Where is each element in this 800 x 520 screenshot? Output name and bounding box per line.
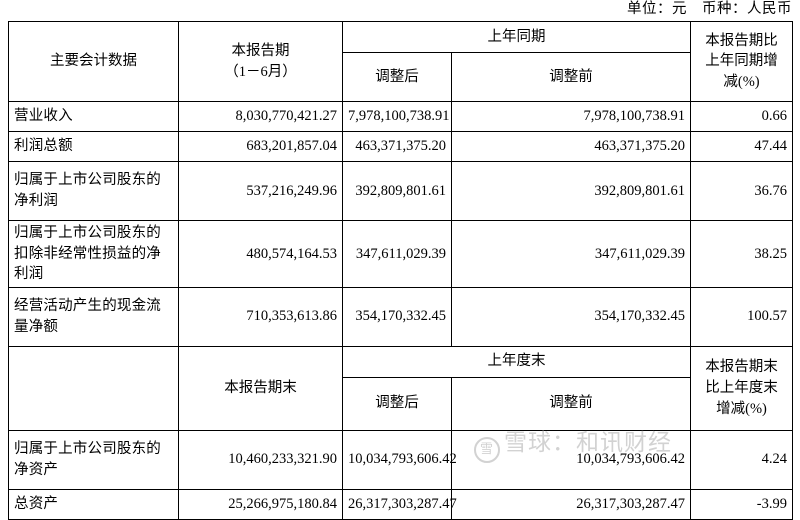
cell-adjusted: 354,170,332.45 [342, 286, 452, 347]
header-current-period: 本报告期 （1－6月） [178, 21, 343, 102]
cell-current-period-end: 10,460,233,321.90 [178, 429, 343, 490]
header-change-pct-line1: 本报告期比 [705, 32, 778, 49]
header-change-pct: 本报告期比 上年同期增 减(%) [690, 21, 793, 102]
header-blank-cell [8, 345, 179, 431]
header-adjusted: 调整后 [342, 52, 452, 102]
table-header-row-group-yearend: 本报告期末 上年度末 本报告期末 比上年度末 增减(%) [8, 345, 793, 431]
cell-current-period: 537,216,249.96 [178, 161, 343, 221]
cell-current-period: 480,574,164.53 [178, 220, 343, 288]
cell-before-adjust: 354,170,332.45 [451, 286, 691, 347]
cell-before-adjust: 10,034,793,606.42 [451, 429, 691, 490]
cell-before-adjust: 463,371,375.20 [451, 131, 691, 162]
table-header-row-group-period: 主要会计数据 本报告期 （1－6月） 上年同期 本报告期比 上年同期增 减(%) [8, 21, 793, 102]
header-change-pct-yearend: 本报告期末 比上年度末 增减(%) [690, 345, 793, 431]
table-row: 利润总额 683,201,857.04 463,371,375.20 463,3… [8, 131, 793, 162]
header-change-pct-yearend-line3: 增减(%) [716, 400, 767, 417]
row-label: 经营活动产生的现金流量净额 [8, 286, 179, 347]
header-change-pct-yearend-line1: 本报告期末 [705, 359, 778, 376]
header-prior-period-group: 上年同期 [342, 21, 691, 53]
cell-before-adjust: 392,809,801.61 [451, 161, 691, 221]
header-before-adjust: 调整前 [451, 52, 691, 102]
cell-before-adjust: 26,317,303,287.47 [451, 488, 691, 520]
cell-change-pct: 0.66 [690, 101, 793, 132]
cell-adjusted: 347,611,029.39 [342, 220, 452, 288]
header-change-pct-line2: 上年同期增 [705, 53, 778, 70]
row-label: 归属于上市公司股东的净资产 [8, 429, 179, 490]
cell-change-pct: 36.76 [690, 161, 793, 221]
cell-change-pct: -3.99 [690, 488, 793, 520]
cell-current-period-end: 25,266,975,180.84 [178, 488, 343, 520]
cell-current-period: 710,353,613.86 [178, 286, 343, 347]
cell-adjusted: 463,371,375.20 [342, 131, 452, 162]
header-before-adjust-yearend: 调整前 [451, 376, 691, 431]
table-header-row-adjust-yearend: 调整后 调整前 [9, 376, 793, 431]
row-label: 利润总额 [8, 131, 179, 162]
cell-adjusted: 10,034,793,606.42 [342, 429, 457, 490]
cell-adjusted: 26,317,303,287.47 [342, 488, 457, 520]
row-label: 总资产 [8, 488, 179, 520]
table-header-row-adjust: 调整后 调整前 [9, 52, 793, 102]
cell-change-pct: 38.25 [690, 220, 793, 288]
financial-summary-table: 主要会计数据 本报告期 （1－6月） 上年同期 本报告期比 上年同期增 减(%)… [8, 21, 793, 520]
row-label: 归属于上市公司股东的净利润 [8, 161, 179, 221]
header-change-pct-yearend-line2: 比上年度末 [705, 379, 778, 396]
header-change-pct-line3: 减(%) [723, 73, 760, 90]
cell-before-adjust: 7,978,100,738.91 [451, 101, 691, 132]
row-label: 归属于上市公司股东的扣除非经常性损益的净利润 [8, 220, 179, 288]
table-row: 营业收入 8,030,770,421.27 7,978,100,738.91 7… [8, 101, 793, 132]
table-row: 总资产 25,266,975,180.84 26,317,303,287.47 … [8, 488, 793, 520]
table-row: 经营活动产生的现金流量净额 710,353,613.86 354,170,332… [8, 286, 793, 347]
header-main-accounting-data: 主要会计数据 [8, 21, 179, 102]
cell-current-period: 8,030,770,421.27 [178, 101, 343, 132]
cell-change-pct: 4.24 [690, 429, 793, 490]
header-current-period-line2: （1－6月） [224, 63, 297, 80]
table-row: 归属于上市公司股东的净利润 537,216,249.96 392,809,801… [8, 161, 793, 221]
cell-before-adjust: 347,611,029.39 [451, 220, 691, 288]
cell-adjusted: 392,809,801.61 [342, 161, 452, 221]
header-adjusted-yearend: 调整后 [342, 376, 452, 431]
cell-current-period: 683,201,857.04 [178, 131, 343, 162]
header-current-period-line1: 本报告期 [231, 42, 290, 59]
row-label: 营业收入 [8, 101, 179, 132]
cell-change-pct: 100.57 [690, 286, 793, 347]
header-prior-yearend-group: 上年度末 [342, 345, 691, 378]
table-row: 归属于上市公司股东的净资产 10,460,233,321.90 10,034,7… [8, 429, 793, 490]
cell-change-pct: 47.44 [690, 131, 793, 162]
cell-adjusted: 7,978,100,738.91 [342, 101, 452, 132]
table-row: 归属于上市公司股东的扣除非经常性损益的净利润 480,574,164.53 34… [8, 220, 793, 288]
header-current-period-end: 本报告期末 [178, 345, 343, 431]
unit-currency-note: 单位：元 币种：人民币 [627, 1, 792, 17]
